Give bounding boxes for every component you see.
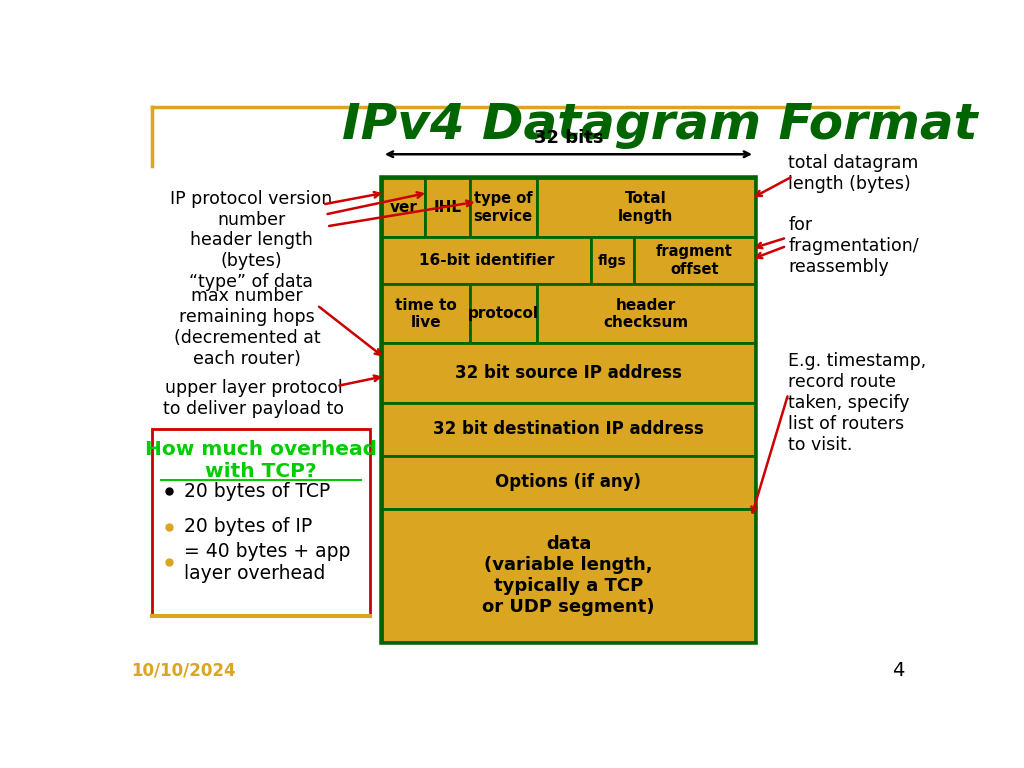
Text: IP protocol version
number
header length
(bytes)
“type” of data: IP protocol version number header length… [170,190,332,291]
Text: 4: 4 [892,661,904,680]
Bar [382,456,755,509]
Bar [152,429,370,615]
Text: 20 bytes of TCP: 20 bytes of TCP [183,482,330,501]
Bar [382,178,425,237]
Text: time to
live: time to live [395,298,457,330]
Text: max number
remaining hops
(decremented at
each router): max number remaining hops (decremented a… [174,287,321,368]
Bar [537,178,755,237]
Text: IHL: IHL [433,200,461,215]
Text: protocol: protocol [468,306,539,322]
Bar [425,178,470,237]
Bar [382,237,591,284]
Bar [382,284,470,343]
Text: 10/10/2024: 10/10/2024 [131,661,236,680]
Text: 16-bit identifier: 16-bit identifier [419,253,554,268]
Text: Total
length: Total length [618,191,674,223]
Bar [382,509,755,642]
Bar [382,178,755,642]
Text: flgs: flgs [598,253,627,268]
Text: E.g. timestamp,
record route
taken, specify
list of routers
to visit.: E.g. timestamp, record route taken, spec… [788,353,927,454]
Text: Options (if any): Options (if any) [496,473,641,492]
Text: = 40 bytes + app
layer overhead: = 40 bytes + app layer overhead [183,541,350,583]
Text: ver: ver [389,200,418,215]
Text: IPv4 Datagram Format: IPv4 Datagram Format [342,101,978,149]
Text: How much overhead
with TCP?: How much overhead with TCP? [145,440,377,481]
Bar [382,402,755,456]
Bar [537,284,755,343]
Bar [382,343,755,402]
Text: for
fragmentation/
reassembly: for fragmentation/ reassembly [788,217,919,276]
Text: header
checksum: header checksum [603,298,688,330]
Text: 32 bit destination IP address: 32 bit destination IP address [433,420,703,439]
Bar [470,178,537,237]
Bar [470,284,537,343]
Text: 32 bits: 32 bits [534,129,603,147]
Text: fragment
offset: fragment offset [656,244,733,277]
Bar [591,237,634,284]
Bar [634,237,755,284]
Text: 32 bit source IP address: 32 bit source IP address [455,364,682,382]
Text: 20 bytes of IP: 20 bytes of IP [183,518,311,536]
Text: upper layer protocol
to deliver payload to: upper layer protocol to deliver payload … [163,379,344,418]
Text: data
(variable length,
typically a TCP
or UDP segment): data (variable length, typically a TCP o… [482,535,654,616]
Text: type of
service: type of service [474,191,532,223]
Text: total datagram
length (bytes): total datagram length (bytes) [788,154,919,193]
